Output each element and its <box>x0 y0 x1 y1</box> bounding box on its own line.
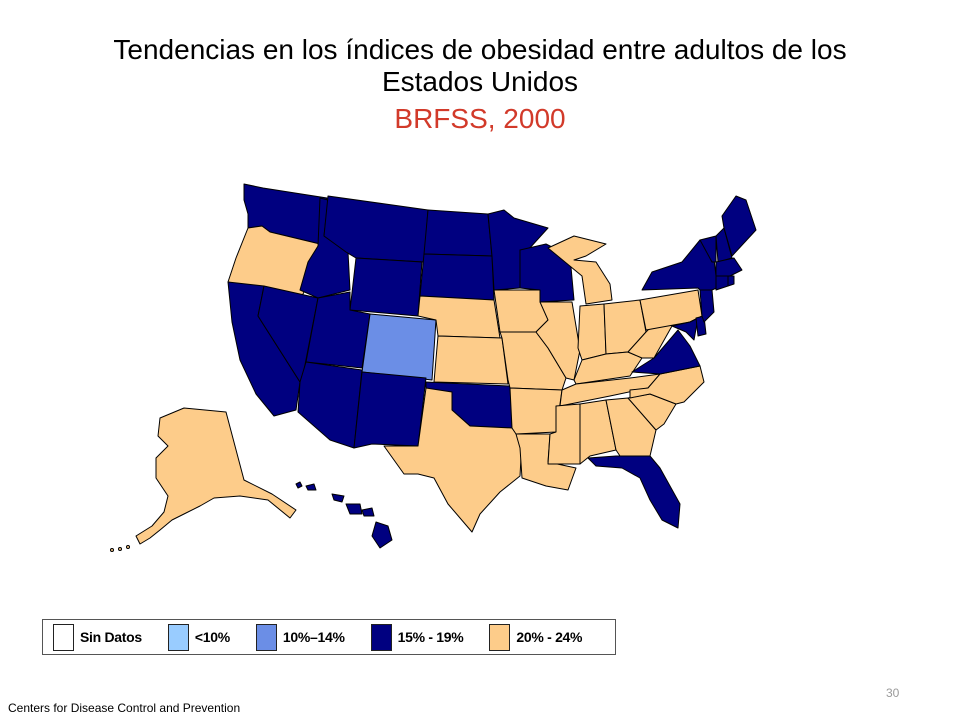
legend-label: <10% <box>194 629 230 645</box>
legend-swatch <box>489 623 511 651</box>
state-HI-molokai <box>331 493 345 503</box>
page-number: 30 <box>886 686 900 700</box>
state-AL <box>579 399 617 465</box>
legend-item: <10% <box>167 623 230 651</box>
state-HI-oahu <box>305 483 317 491</box>
state-HI-big-island <box>371 521 393 549</box>
state-MI <box>547 235 613 305</box>
title-line-1: Tendencias en los índices de obesidad en… <box>113 34 847 65</box>
state-KS <box>433 335 509 385</box>
state-ME <box>721 195 757 257</box>
state-CO <box>361 313 437 381</box>
state-HI-kauai <box>295 481 303 489</box>
legend-swatch <box>370 623 392 651</box>
state-AR <box>509 387 563 435</box>
legend-item: 20% - 24% <box>489 623 583 651</box>
state-CT <box>715 275 729 291</box>
legend-label: 15% - 19% <box>397 629 464 645</box>
state-TX <box>383 387 523 533</box>
state-MA <box>715 257 743 277</box>
slide-title: Tendencias en los índices de obesidad en… <box>0 34 960 136</box>
subtitle: BRFSS, 2000 <box>394 103 566 134</box>
legend-swatch <box>53 623 74 651</box>
state-WY <box>349 257 423 317</box>
legend-label: 10%–14% <box>282 629 345 645</box>
map-legend: Sin Datos <10% 10%–14% 15% - 19% 20% - 24% <box>42 619 616 655</box>
state-HI-maui-2 <box>361 507 375 517</box>
state-NM <box>353 371 427 449</box>
legend-swatch <box>255 623 277 651</box>
legend-label: 20% - 24% <box>516 629 583 645</box>
state-IN <box>577 303 607 361</box>
state-ND <box>423 209 493 257</box>
state-IL <box>535 301 581 381</box>
state-SD <box>419 253 495 301</box>
state-AK-island <box>110 548 114 552</box>
legend-item: Sin Datos <box>53 623 142 651</box>
state-MD <box>671 317 699 341</box>
state-AK <box>135 407 297 545</box>
state-AK-island <box>126 545 130 549</box>
state-FL <box>587 455 681 529</box>
title-line-2: Estados Unidos <box>381 66 579 97</box>
footer-source: Centers for Disease Control and Preventi… <box>8 701 241 715</box>
state-AZ <box>297 361 363 449</box>
legend-item: 15% - 19% <box>370 623 464 651</box>
legend-item: 10%–14% <box>255 623 345 651</box>
legend-swatch <box>167 623 189 651</box>
state-RI <box>727 275 735 287</box>
state-AK-island <box>118 547 122 551</box>
legend-label: Sin Datos <box>80 629 142 645</box>
state-NC <box>629 365 705 405</box>
state-HI-maui <box>345 503 363 515</box>
state-NJ <box>699 289 715 323</box>
